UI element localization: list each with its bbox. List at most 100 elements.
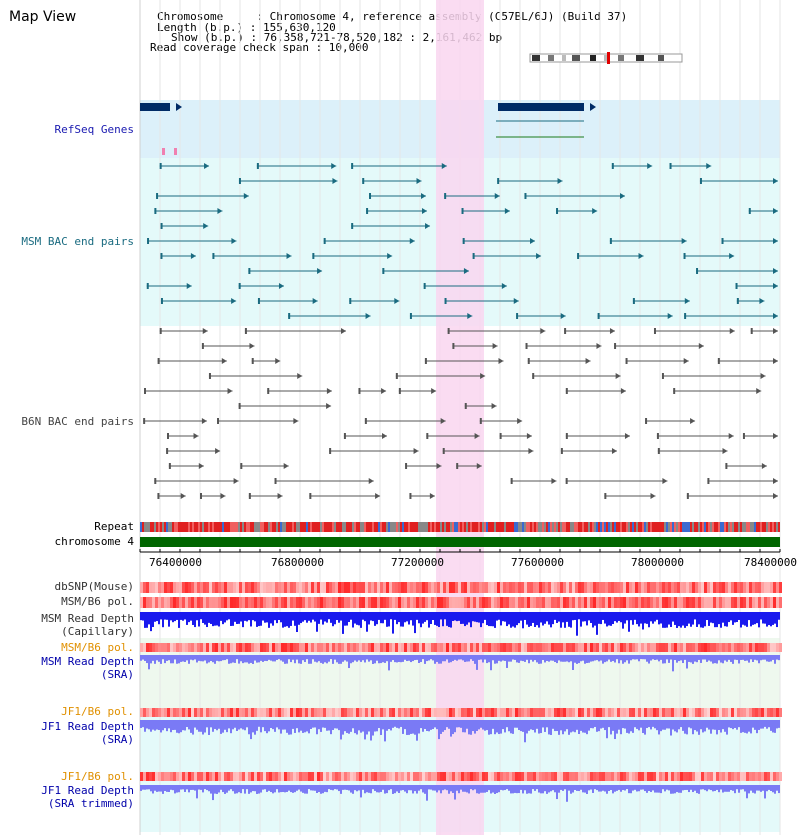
track-label-dbsnp[interactable]: dbSNP(Mouse)	[54, 580, 134, 593]
read-depth-bar	[462, 720, 464, 733]
polymorphism-cell	[377, 708, 380, 717]
read-depth-bar	[566, 785, 568, 802]
polymorphism-cell	[356, 597, 359, 608]
read-depth-bar	[252, 720, 254, 733]
b6n-bac-end	[510, 478, 513, 484]
read-depth-bar	[654, 785, 656, 793]
read-depth-bar	[462, 655, 464, 661]
polymorphism-cell	[599, 772, 602, 781]
polymorphism-cell	[407, 772, 410, 781]
read-depth-bar	[190, 720, 192, 733]
polymorphism-cell	[602, 582, 605, 593]
read-depth-bar	[642, 720, 644, 734]
repeat-segment	[378, 522, 380, 532]
track-label-msm-bac[interactable]: MSM BAC end pairs	[21, 235, 134, 248]
polymorphism-cell	[620, 582, 623, 593]
polymorphism-cell	[311, 708, 314, 717]
polymorphism-cell	[560, 597, 563, 608]
polymorphism-cell	[269, 772, 272, 781]
polymorphism-cell	[650, 772, 653, 781]
read-depth-bar	[286, 612, 288, 627]
polymorphism-cell	[578, 582, 581, 593]
polymorphism-cell	[491, 597, 494, 608]
read-depth-bar	[274, 655, 276, 662]
polymorphism-cell	[773, 582, 776, 593]
read-depth-bar	[344, 785, 346, 790]
read-depth-bar	[710, 612, 712, 623]
repeat-segment	[324, 522, 326, 532]
track-label-b6n-bac[interactable]: B6N BAC end pairs	[21, 415, 134, 428]
polymorphism-cell	[554, 772, 557, 781]
read-depth-bar	[190, 655, 192, 660]
b6n-bac-end	[722, 448, 728, 454]
repeat-segment	[744, 522, 746, 532]
track-label-refseq[interactable]: RefSeq Genes	[54, 123, 134, 136]
read-depth-bar	[456, 655, 458, 661]
track-label-chromosome[interactable]: chromosome 4	[54, 535, 134, 548]
read-depth-bar	[386, 720, 388, 731]
polymorphism-cell	[746, 597, 749, 608]
polymorphism-cell	[518, 597, 521, 608]
b6n-bac-end	[405, 463, 408, 469]
polymorphism-cell	[305, 643, 308, 652]
read-depth-bar	[684, 655, 686, 660]
read-depth-bar	[626, 655, 628, 661]
read-depth-bar	[462, 785, 464, 792]
polymorphism-cell	[266, 708, 269, 717]
read-depth-bar	[676, 612, 678, 628]
read-depth-bar	[236, 785, 238, 794]
repeat-segment	[634, 522, 636, 532]
read-depth-bar	[460, 720, 462, 728]
track-label-msm-depth-sra[interactable]: MSM Read Depth	[41, 655, 134, 668]
read-depth-bar	[382, 785, 384, 790]
track-label-jf1-b6-pol[interactable]: JF1/B6 pol.	[61, 705, 134, 718]
polymorphism-cell	[695, 582, 698, 593]
polymorphism-cell	[608, 582, 611, 593]
repeat-segment	[272, 522, 274, 532]
read-depth-bar	[400, 720, 402, 727]
read-depth-bar	[598, 612, 600, 624]
read-depth-bar	[190, 612, 192, 621]
track-label-jf1-depth-sra[interactable]: JF1 Read Depth	[41, 720, 134, 733]
polymorphism-cell	[332, 708, 335, 717]
polymorphism-cell	[200, 772, 203, 781]
polymorphism-cell	[209, 708, 212, 717]
polymorphism-cell	[149, 772, 152, 781]
read-depth-bar	[748, 720, 750, 732]
read-depth-bar	[340, 612, 342, 621]
read-depth-bar	[420, 655, 422, 663]
read-depth-bar	[390, 655, 392, 662]
read-depth-bar	[366, 785, 368, 793]
read-depth-bar	[632, 720, 634, 733]
track-label-msm-b6-pol-2[interactable]: MSM/B6 pol.	[61, 641, 134, 654]
read-depth-bar	[694, 720, 696, 731]
read-depth-bar	[738, 612, 740, 620]
polymorphism-cell	[554, 582, 557, 593]
read-depth-bar	[572, 720, 574, 732]
track-label-msm-depth-capillary[interactable]: MSM Read Depth	[41, 612, 134, 625]
read-depth-bar	[352, 720, 354, 729]
read-depth-bar	[736, 785, 738, 790]
polymorphism-cell	[674, 597, 677, 608]
read-depth-bar	[594, 612, 596, 626]
b6n-bac-end	[395, 373, 398, 379]
track-label-repeat[interactable]: Repeat	[94, 520, 134, 533]
read-depth-bar	[204, 720, 206, 733]
read-depth-bar	[678, 785, 680, 793]
track-label-msm-b6-pol[interactable]: MSM/B6 pol.	[61, 595, 134, 608]
polymorphism-cell	[572, 708, 575, 717]
track-label-jf1-b6-pol-2[interactable]: JF1/B6 pol.	[61, 770, 134, 783]
msm-bac-end	[699, 178, 702, 184]
read-depth-bar	[208, 785, 210, 792]
read-depth-bar	[680, 612, 682, 628]
polymorphism-cell	[587, 582, 590, 593]
b6n-bac-end	[297, 373, 303, 379]
polymorphism-cell	[245, 582, 248, 593]
b6n-bac-end	[436, 463, 442, 469]
msm-bac-end	[504, 208, 510, 214]
polymorphism-cell	[284, 597, 287, 608]
repeat-segment	[340, 522, 342, 532]
track-label-jf1-depth-trimmed[interactable]: JF1 Read Depth	[41, 784, 134, 797]
read-depth-bar	[774, 785, 776, 794]
